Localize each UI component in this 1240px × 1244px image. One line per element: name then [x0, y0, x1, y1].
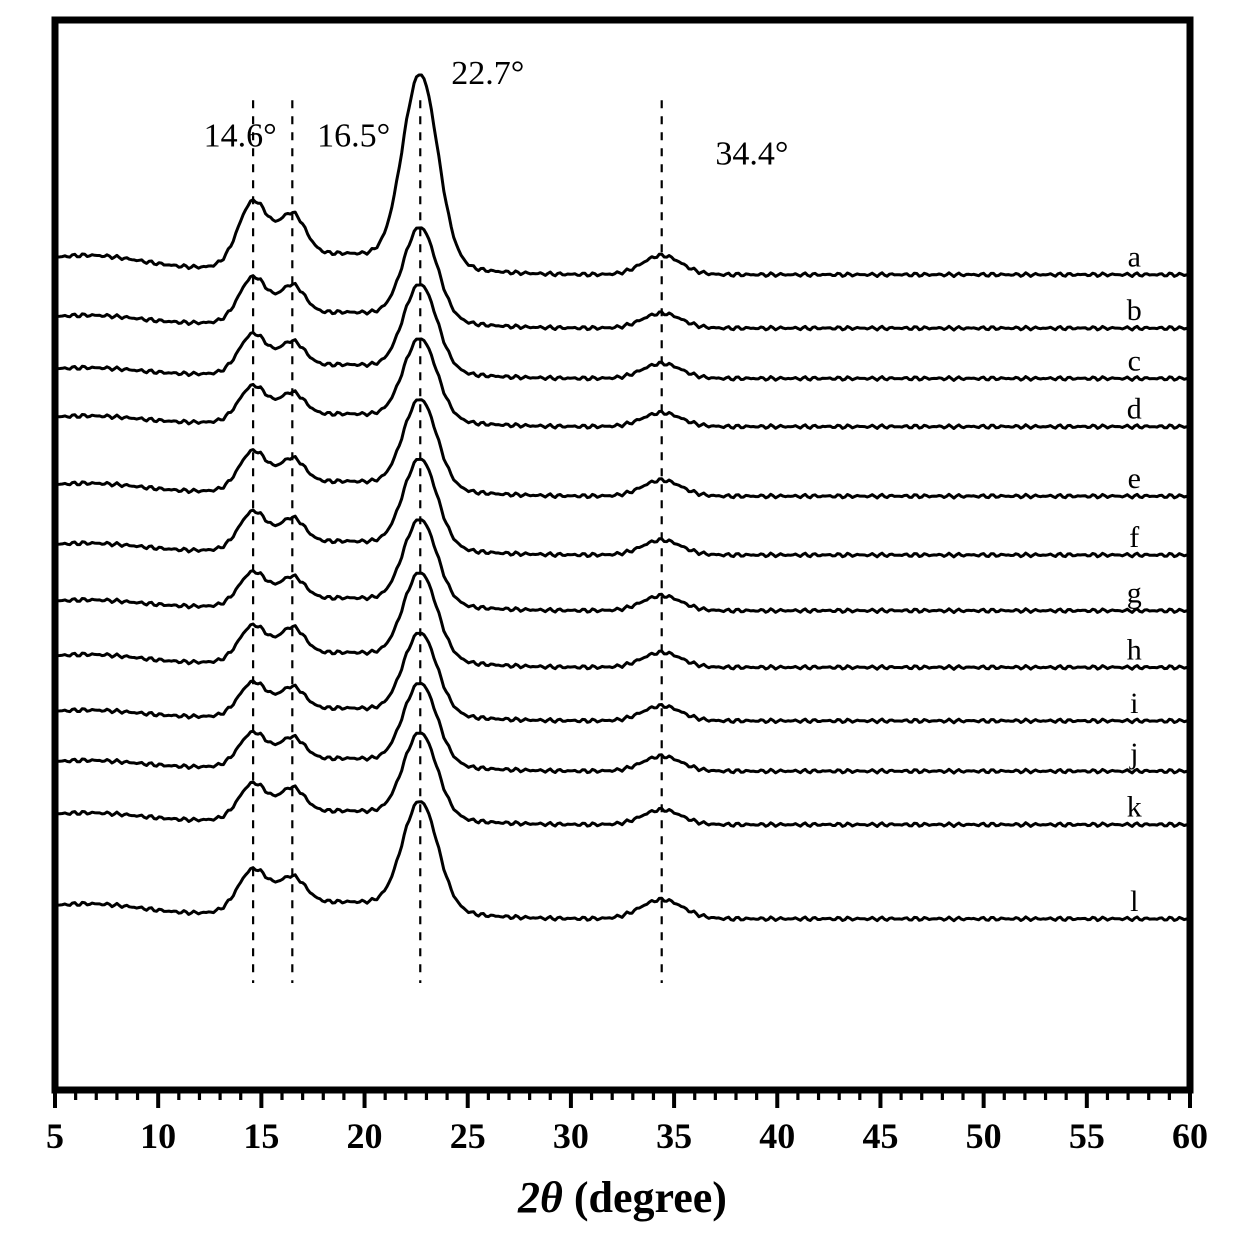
x-tick-label: 35 — [656, 1116, 692, 1156]
peak-label: 22.7° — [451, 55, 524, 92]
series-label: j — [1129, 737, 1138, 770]
series-label: l — [1130, 885, 1138, 918]
x-tick-label: 55 — [1069, 1116, 1105, 1156]
series-label: e — [1128, 462, 1141, 495]
series-label: d — [1127, 393, 1142, 426]
x-tick-label: 20 — [347, 1116, 383, 1156]
x-tick-label: 10 — [140, 1116, 176, 1156]
x-tick-label: 25 — [450, 1116, 486, 1156]
peak-label: 16.5° — [317, 117, 390, 154]
x-tick-label: 60 — [1172, 1116, 1208, 1156]
series-label: c — [1128, 344, 1141, 377]
series-label: b — [1127, 294, 1142, 327]
peak-label: 14.6° — [204, 117, 277, 154]
peak-label: 34.4° — [715, 135, 788, 172]
series-label: a — [1128, 241, 1141, 274]
x-axis-label: 2θ (degree) — [517, 1173, 727, 1222]
x-tick-label: 15 — [243, 1116, 279, 1156]
chart-svg: 14.6° 16.5° 22.7° 34.4° abcd efghijk l 5 10 15 20 2… — [0, 0, 1240, 1244]
x-tick-label: 30 — [553, 1116, 589, 1156]
series-label: f — [1129, 521, 1139, 554]
series-label: h — [1127, 633, 1142, 666]
x-tick-label: 40 — [759, 1116, 795, 1156]
series-label: g — [1127, 577, 1142, 610]
x-tick-label: 50 — [966, 1116, 1002, 1156]
x-tick-label: 5 — [46, 1116, 64, 1156]
series-label: k — [1127, 791, 1142, 824]
series-label: i — [1130, 687, 1138, 720]
xrd-chart: 14.6° 16.5° 22.7° 34.4° abcd efghijk l 5 10 15 20 2… — [0, 0, 1240, 1244]
x-tick-label: 45 — [862, 1116, 898, 1156]
